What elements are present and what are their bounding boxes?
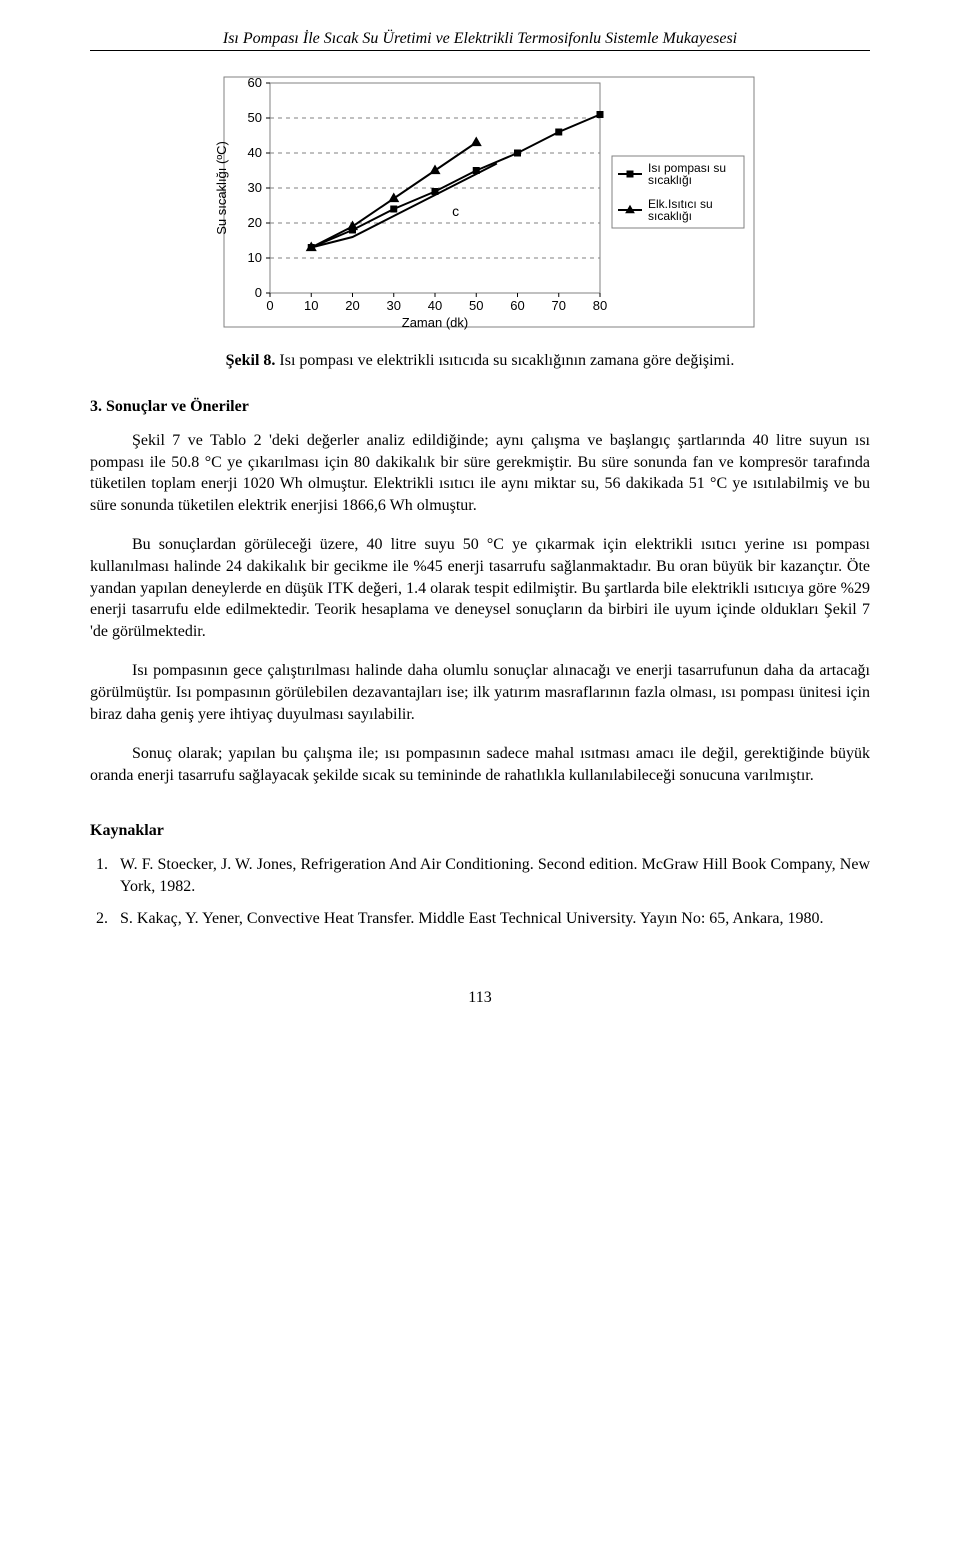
svg-text:60: 60 [248, 75, 262, 90]
svg-text:0: 0 [255, 285, 262, 300]
reference-item: W. F. Stoecker, J. W. Jones, Refrigerati… [112, 854, 870, 897]
svg-text:10: 10 [248, 250, 262, 265]
svg-text:c: c [452, 203, 459, 219]
references-heading: Kaynaklar [90, 822, 870, 840]
page-container: Isı Pompası İle Sıcak Su Üretimi ve Elek… [0, 0, 960, 1047]
svg-text:sıcaklığı: sıcaklığı [648, 209, 692, 223]
svg-text:50: 50 [248, 110, 262, 125]
header-rule [90, 50, 870, 51]
paragraph-4: Sonuç olarak; yapılan bu çalışma ile; ıs… [90, 743, 870, 786]
chart-svg: 0 10 20 30 40 50 60 70 80 0 10 20 30 40 50 60 Zaman (dk)… [200, 73, 760, 333]
svg-text:40: 40 [428, 298, 442, 313]
svg-text:50: 50 [469, 298, 483, 313]
paragraph-2: Bu sonuçlardan görüleceği üzere, 40 litr… [90, 534, 870, 642]
svg-text:60: 60 [510, 298, 524, 313]
references-list: W. F. Stoecker, J. W. Jones, Refrigerati… [90, 854, 870, 929]
figure-caption: Şekil 8. Isı pompası ve elektrikli ısıtı… [90, 352, 870, 370]
svg-text:40: 40 [248, 145, 262, 160]
svg-text:10: 10 [304, 298, 318, 313]
figure-8-chart: 0 10 20 30 40 50 60 70 80 0 10 20 30 40 50 60 Zaman (dk)… [200, 73, 760, 338]
svg-text:30: 30 [387, 298, 401, 313]
svg-text:20: 20 [345, 298, 359, 313]
running-head: Isı Pompası İle Sıcak Su Üretimi ve Elek… [90, 30, 870, 48]
reference-item: S. Kakaç, Y. Yener, Convective Heat Tran… [112, 908, 870, 930]
svg-text:20: 20 [248, 215, 262, 230]
page-number: 113 [90, 989, 870, 1007]
svg-text:0: 0 [266, 298, 273, 313]
paragraph-3: Isı pompasının gece çalıştırılması halin… [90, 660, 870, 725]
svg-text:Zaman (dk): Zaman (dk) [402, 315, 468, 330]
svg-text:sıcaklığı: sıcaklığı [648, 173, 692, 187]
svg-text:70: 70 [552, 298, 566, 313]
svg-text:Su sıcaklığı (ºC): Su sıcaklığı (ºC) [214, 141, 229, 235]
svg-text:80: 80 [593, 298, 607, 313]
section-heading: 3. Sonuçlar ve Öneriler [90, 398, 870, 416]
paragraph-1: Şekil 7 ve Tablo 2 'deki değerler analiz… [90, 430, 870, 516]
figure-caption-text: Isı pompası ve elektrikli ısıtıcıda su s… [275, 352, 734, 369]
svg-text:30: 30 [248, 180, 262, 195]
figure-label: Şekil 8. [226, 352, 276, 369]
